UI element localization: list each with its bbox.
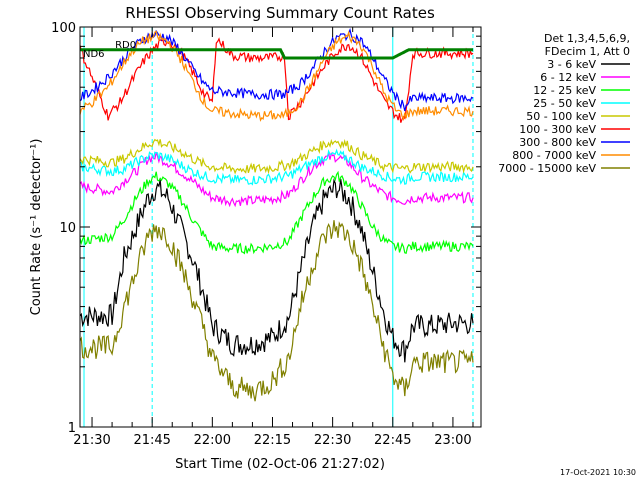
x-tick-label: 23:00 (434, 433, 471, 448)
legend: Det 1,3,4,5,6,9,FDecim 1, Att 03 - 6 keV… (498, 32, 630, 175)
series-line (79, 151, 474, 208)
series-2 (79, 170, 474, 255)
series-line (80, 48, 473, 60)
legend-header: Det 1,3,4,5,6,9, (544, 32, 630, 45)
legend-entry: 6 - 12 keV (540, 71, 596, 84)
x-tick-label: 22:45 (374, 433, 411, 448)
series-line (79, 148, 474, 186)
y-axis-label: Count Rate (s⁻¹ detector⁻¹) (29, 139, 44, 316)
series-9 (80, 48, 473, 60)
legend-entry: 800 - 7000 keV (512, 149, 596, 162)
legend-entry: 12 - 25 keV (533, 84, 596, 97)
series-7 (79, 30, 474, 122)
series-8 (79, 220, 474, 402)
legend-entry: 100 - 300 keV (519, 123, 596, 136)
y-tick-label: 10 (59, 221, 76, 236)
legend-entry: 25 - 50 keV (533, 97, 596, 110)
y-tick-label: 1 (68, 421, 76, 436)
series-0 (79, 178, 474, 363)
series-line (79, 37, 474, 123)
x-tick-label: 21:30 (73, 433, 110, 448)
legend-header: FDecim 1, Att 0 (545, 45, 630, 58)
legend-entry: 50 - 100 keV (526, 110, 596, 123)
y-tick-label: 100 (51, 21, 76, 36)
chart-marks: RD0 ND6 (79, 27, 474, 427)
series-line (79, 138, 474, 175)
series-line (79, 30, 474, 122)
annotation-label: ND6 (83, 49, 105, 60)
x-tick-label: 22:00 (194, 433, 231, 448)
x-axis-label: Start Time (02-Oct-06 21:27:02) (175, 457, 385, 472)
series-1 (79, 151, 474, 208)
series-3 (79, 148, 474, 186)
x-tick-label: 22:15 (254, 433, 291, 448)
y-axis: 1 10 100 (51, 21, 481, 436)
x-tick-label: 21:45 (133, 433, 170, 448)
annotation-label: RD0 (115, 40, 136, 51)
timestamp: 17-Oct-2021 10:30 (560, 468, 636, 477)
series-6 (79, 27, 474, 112)
series-line (79, 27, 474, 112)
series-4 (79, 138, 474, 175)
series-line (79, 170, 474, 255)
series-line (79, 220, 474, 402)
x-tick-label: 22:30 (314, 433, 351, 448)
x-axis: 21:30 21:45 22:00 22:15 22:30 22:45 23:00 (73, 27, 474, 448)
series-line (79, 178, 474, 363)
legend-entry: 7000 - 15000 keV (498, 162, 596, 175)
legend-entry: 3 - 6 keV (547, 58, 596, 71)
legend-entry: 300 - 800 keV (519, 136, 596, 149)
series-5 (79, 37, 474, 123)
chart-title: RHESSI Observing Summary Count Rates (125, 4, 435, 22)
